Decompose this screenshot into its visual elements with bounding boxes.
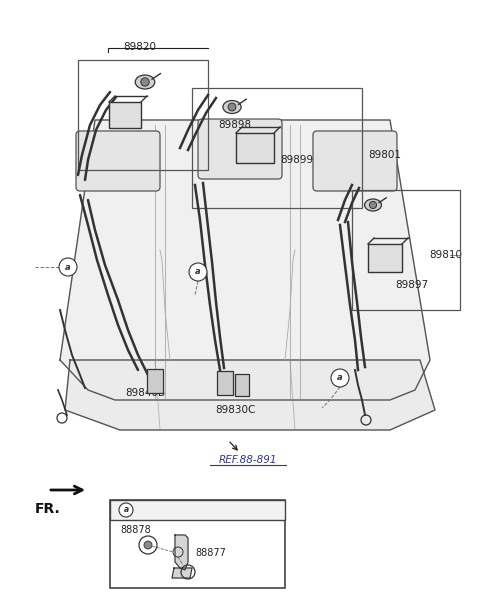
Text: 88878: 88878 — [120, 525, 151, 535]
Text: a: a — [337, 374, 343, 383]
Polygon shape — [175, 535, 188, 570]
Text: 89830C: 89830C — [215, 405, 255, 415]
Text: a: a — [195, 268, 201, 277]
Ellipse shape — [223, 101, 241, 113]
Text: 89897: 89897 — [395, 280, 428, 290]
FancyBboxPatch shape — [76, 131, 160, 191]
Text: a: a — [123, 506, 129, 515]
Text: 89820: 89820 — [123, 42, 156, 52]
FancyBboxPatch shape — [110, 500, 285, 520]
Polygon shape — [60, 120, 430, 400]
Text: 89899: 89899 — [280, 155, 313, 165]
Ellipse shape — [135, 75, 155, 89]
Polygon shape — [65, 360, 435, 430]
Circle shape — [144, 541, 152, 549]
Text: 89840B: 89840B — [125, 388, 165, 398]
Text: 89801: 89801 — [368, 150, 401, 160]
Circle shape — [228, 103, 236, 111]
Circle shape — [59, 258, 77, 276]
Ellipse shape — [365, 199, 382, 211]
Polygon shape — [172, 568, 192, 578]
Text: 89898: 89898 — [218, 120, 251, 130]
FancyBboxPatch shape — [198, 119, 282, 179]
Circle shape — [119, 503, 133, 517]
Text: FR.: FR. — [35, 502, 61, 516]
FancyBboxPatch shape — [235, 374, 249, 396]
Circle shape — [141, 78, 149, 86]
Circle shape — [370, 201, 377, 208]
FancyBboxPatch shape — [110, 500, 285, 588]
Text: REF.88-891: REF.88-891 — [219, 455, 277, 465]
FancyBboxPatch shape — [147, 369, 163, 393]
Text: 88877: 88877 — [195, 548, 226, 558]
FancyBboxPatch shape — [217, 371, 233, 395]
FancyBboxPatch shape — [313, 131, 397, 191]
Text: 89810: 89810 — [429, 250, 462, 260]
FancyBboxPatch shape — [236, 133, 274, 163]
Circle shape — [331, 369, 349, 387]
FancyBboxPatch shape — [109, 102, 141, 128]
Text: a: a — [65, 262, 71, 271]
FancyBboxPatch shape — [368, 244, 402, 272]
Circle shape — [189, 263, 207, 281]
